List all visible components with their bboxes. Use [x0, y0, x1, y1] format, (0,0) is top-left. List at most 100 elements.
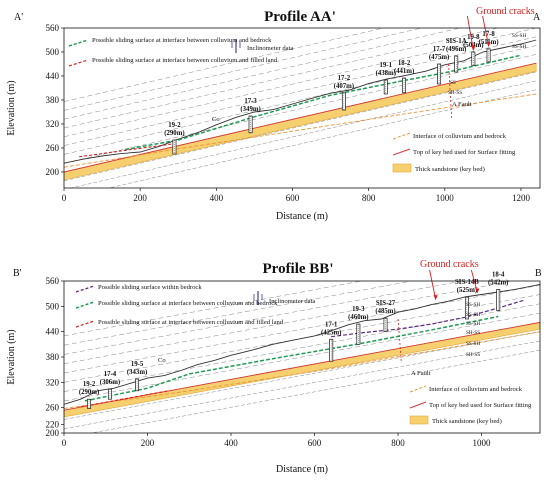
- bedding-line: [64, 312, 540, 402]
- x-tick-label-800: 800: [391, 438, 405, 448]
- profile-aa-x-ticks: 0 200 400 600 800 1000 1200: [62, 188, 531, 203]
- y-tick-label-200: 200: [46, 428, 60, 438]
- legend-b-key-bed-swatch: [409, 415, 429, 425]
- profile-bb-panel: Profile BB' B' B 19-2(290m)17-4(306m)19-…: [6, 259, 542, 475]
- bedding-line: [64, 340, 540, 429]
- x-tick-label-800: 800: [362, 193, 376, 203]
- bedding-line: [64, 303, 540, 392]
- key-bed-band: [64, 62, 537, 181]
- x-tick-label-200: 200: [133, 193, 147, 203]
- ground-crack-arrow-2: [482, 15, 490, 47]
- legend-b-sliding-filled-land-swatch: [75, 320, 95, 328]
- legend-b-sliding-colluvium-bedrock-label: Possible sliding surface at interface be…: [98, 300, 278, 307]
- borehole-elevation-8: (542m): [488, 279, 508, 286]
- profile-aa-y-ticks: 200 260 320 380 440 500 560: [46, 23, 64, 177]
- profile-bb-rock-label-5: SS-SH: [466, 341, 480, 347]
- profile-bb-inclinometer-label: Inclinometer data: [269, 298, 315, 305]
- y-tick-label-500: 500: [46, 301, 60, 311]
- profile-bb-rock-label-6: SH-SS: [466, 352, 480, 358]
- sliding-colluvium-bedrock-line: [84, 315, 499, 402]
- profile-aa-colluvium-label: Co: [212, 116, 220, 123]
- profile-aa-legend-bottom: Interface of colluvium and bedrock Top o…: [392, 132, 516, 173]
- x-tick-label-600: 600: [308, 438, 322, 448]
- profile-aa-title: Profile AA': [264, 9, 336, 25]
- borehole-elevation-1: (290m): [164, 130, 184, 137]
- x-tick-label-400: 400: [210, 193, 224, 203]
- legend-b-key-bed-top-label: Top of key bed used for Surface fitting: [429, 402, 532, 409]
- profile-bb-corner-right: B: [535, 268, 542, 279]
- y-tick-label-200: 200: [46, 167, 60, 177]
- y-tick-label-260: 260: [46, 143, 60, 153]
- bedding-line: [64, 28, 500, 129]
- colluvium-bedrock-interface: [64, 93, 537, 168]
- profile-bb-legend-bottom: Interface of colluvium and bedrock Top o…: [409, 385, 532, 425]
- legend-sliding-colluvium-bedrock-swatch: [68, 39, 89, 47]
- profile-bb-y-label: Elevation (m): [6, 329, 17, 384]
- y-tick-label-220: 220: [46, 420, 60, 430]
- profile-bb-plot-area: 19-2(290m) 17-4(306m) 19-5(343m) 17-1(425m)…: [64, 269, 540, 433]
- profile-aa-rock-label-3: SS: [450, 80, 456, 86]
- legend-sliding-colluvium-bedrock-label: Possible sliding surface at interface be…: [92, 37, 272, 44]
- sliding-filled-land-line: [80, 390, 169, 408]
- borehole-name-4: 19-1: [380, 62, 393, 69]
- profile-aa-fault-label: A Fault: [452, 101, 472, 108]
- profile-bb-colluvium-label: Co: [158, 357, 166, 364]
- ground-crack-arrowhead-1: [471, 46, 476, 51]
- ground-crack-arrow-1: [466, 15, 474, 51]
- profile-aa-rock-label-4: SH-SS: [448, 90, 462, 96]
- borehole-elevation-7: (525m): [457, 287, 477, 294]
- profile-aa-y-label: Elevation (m): [6, 80, 17, 135]
- profile-bb-ground-cracks-label: Ground cracks: [420, 259, 479, 270]
- borehole-name-8: 18-4: [492, 271, 505, 278]
- profile-aa-x-label: Distance (m): [276, 211, 328, 222]
- profile-bb-fault-label: A Fault: [411, 370, 431, 377]
- ground-surface-line: [64, 283, 540, 405]
- legend-a-item-2: Possible sliding surface at interface be…: [92, 57, 278, 64]
- sliding-filled-land-line: [79, 142, 179, 158]
- borehole-elevation-5: (441m): [394, 68, 414, 75]
- x-tick-label-600: 600: [286, 193, 300, 203]
- profile-bb-x-ticks: 0 200 400 600 800 1000: [62, 433, 491, 448]
- y-tick-label-380: 380: [46, 352, 60, 362]
- y-tick-label-320: 320: [46, 377, 60, 387]
- inclinometer-legend-label: Inclinometer data: [247, 45, 293, 52]
- borehole-name-8: 19-8: [467, 34, 480, 41]
- legend-key-bed-top-label: Top of key bed used for Surface fitting: [413, 149, 516, 156]
- legend-sliding-within-bedrock-swatch: [75, 285, 95, 293]
- profile-bb-rock-label-3: SS-SH: [466, 321, 480, 327]
- borehole-name-2: 17-4: [104, 371, 117, 378]
- legend-colluvium-interface-swatch: [392, 132, 411, 140]
- inclinometer-icon-b: [253, 291, 263, 305]
- legend-colluvium-interface-label: Interface of colluvium and bedrock: [413, 133, 507, 140]
- fault-line: [397, 318, 402, 364]
- borehole-name-2: 17-3: [244, 98, 257, 105]
- bedding-line: [64, 28, 461, 120]
- borehole-name-7: SIS-14B: [455, 279, 479, 286]
- borehole-elevation-4: (438m): [376, 70, 396, 77]
- x-tick-label-1200: 1200: [512, 193, 531, 203]
- legend-key-bed-label: Thick sandstone (key bed): [415, 166, 485, 173]
- legend-b-sliding-colluvium-bedrock-swatch: [75, 301, 95, 309]
- bedding-line: [64, 71, 537, 182]
- borehole-elevation-8: (504m): [463, 42, 483, 49]
- bedding-line: [64, 331, 540, 420]
- x-tick-label-200: 200: [141, 438, 155, 448]
- ground-crack-arrowhead-2: [486, 42, 491, 47]
- profile-aa-corner-left: A': [14, 12, 23, 23]
- profile-aa-plot-area: 19-2(290m) 17-3(349m) 17-2(407m) 19-1(438m)…: [64, 15, 537, 188]
- bedding-line: [64, 281, 363, 337]
- legend-sliding-filled-land-swatch: [68, 59, 89, 67]
- borehole-elevation-3: (343m): [127, 369, 147, 376]
- borehole-name-6: SIS-27: [376, 300, 396, 307]
- profile-bb-legend-top: Possible sliding surface within bedrock …: [75, 284, 315, 328]
- bedding-line: [64, 28, 385, 102]
- borehole-name-3: 17-2: [338, 75, 351, 82]
- inclinometer-icon: [231, 39, 241, 53]
- borehole-name-1: 19-2: [83, 381, 96, 388]
- bedding-line: [90, 350, 540, 433]
- ground-surface-line: [64, 39, 537, 164]
- profile-bb-title: Profile BB': [263, 261, 334, 277]
- borehole-name-5: 19-3: [352, 306, 365, 313]
- profile-bb-rock-label-2: SS-SH: [466, 312, 480, 318]
